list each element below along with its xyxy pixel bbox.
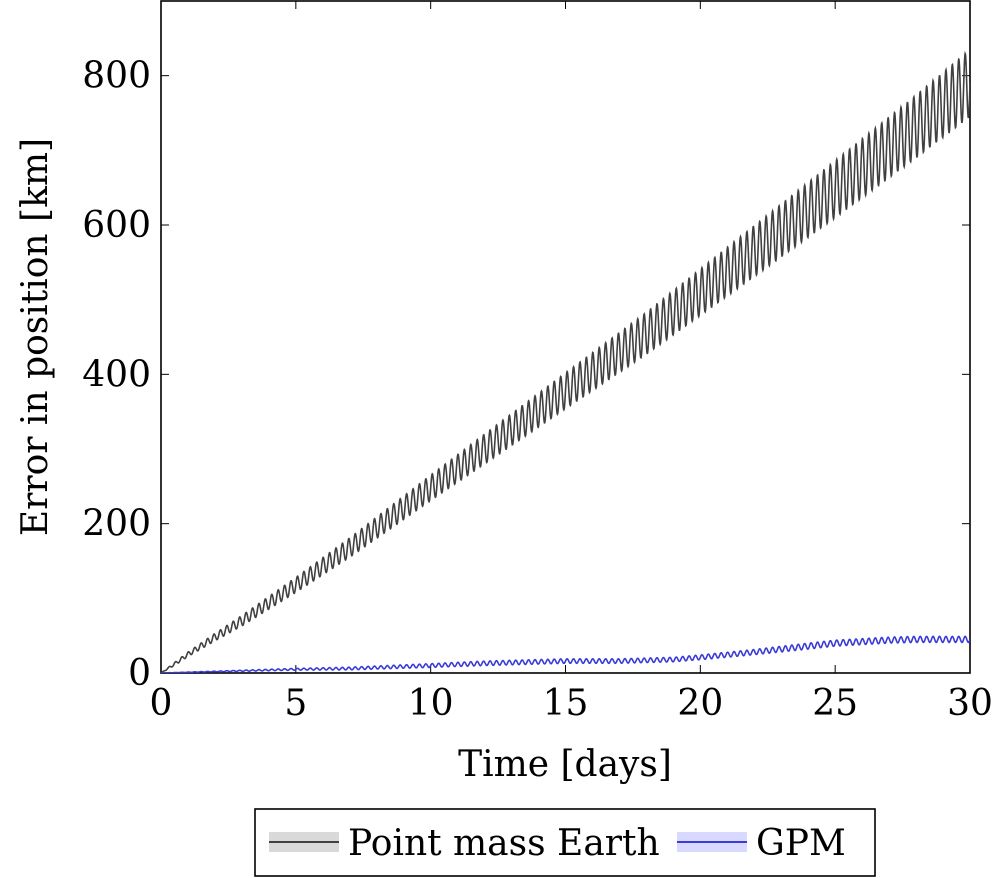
plot-frame [160, 0, 971, 674]
x-tick-label: 10 [408, 683, 454, 724]
y-tick-label: 400 [82, 354, 151, 395]
tick-labels: 0 5 10 15 20 25 30 0 200 400 600 800 [82, 56, 993, 724]
series-layer [161, 50, 970, 673]
x-tick-label: 0 [150, 683, 173, 724]
legend: Point mass Earth GPM [254, 808, 876, 877]
y-tick-label: 800 [82, 56, 151, 97]
x-tick-label: 15 [543, 683, 589, 724]
legend-label-gpm: GPM [756, 823, 846, 864]
y-tick-label: 600 [82, 205, 151, 246]
axis-ticks [160, 1, 971, 674]
series-line-point-mass-earth [161, 50, 970, 673]
x-tick-label: 30 [947, 683, 993, 724]
y-axis-title: Error in position [km] [15, 138, 56, 536]
legend-box [254, 808, 876, 877]
x-tick-label: 20 [677, 683, 723, 724]
x-tick-label: 5 [284, 683, 307, 724]
series-line-gpm [161, 635, 970, 673]
x-tick-label: 25 [812, 683, 858, 724]
y-tick-label: 0 [128, 653, 151, 694]
y-tick-label: 200 [82, 504, 151, 545]
x-axis-title: Time [days] [458, 744, 672, 785]
legend-label-point-mass-earth: Point mass Earth [348, 823, 660, 864]
